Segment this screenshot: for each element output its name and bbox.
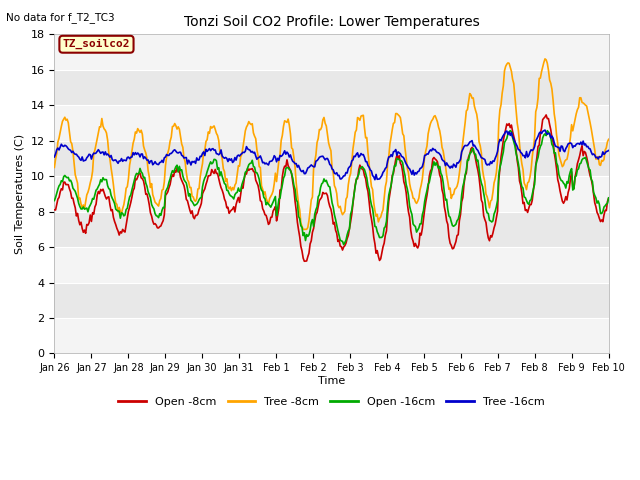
- Y-axis label: Soil Temperatures (C): Soil Temperatures (C): [15, 134, 25, 254]
- Bar: [54, 105, 609, 141]
- Title: Tonzi Soil CO2 Profile: Lower Temperatures: Tonzi Soil CO2 Profile: Lower Temperatur…: [184, 15, 479, 29]
- Bar: [54, 35, 609, 70]
- Text: TZ_soilco2: TZ_soilco2: [63, 39, 130, 49]
- X-axis label: Time: Time: [318, 376, 345, 386]
- Text: No data for f_T2_TC3: No data for f_T2_TC3: [6, 12, 115, 23]
- Bar: [54, 318, 609, 353]
- Bar: [54, 176, 609, 212]
- Bar: [54, 247, 609, 283]
- Legend: Open -8cm, Tree -8cm, Open -16cm, Tree -16cm: Open -8cm, Tree -8cm, Open -16cm, Tree -…: [114, 393, 549, 412]
